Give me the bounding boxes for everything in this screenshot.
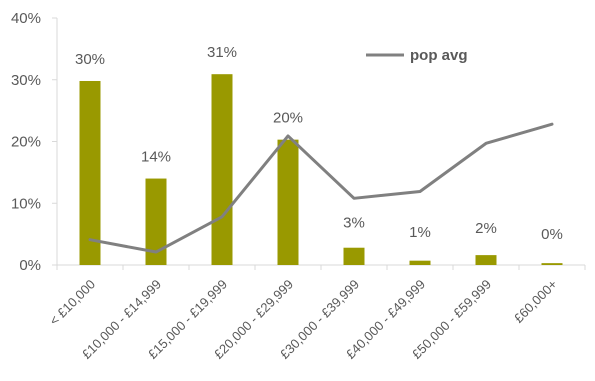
legend-label: pop avg bbox=[410, 47, 468, 64]
data-label: 14% bbox=[141, 149, 171, 166]
data-label: 3% bbox=[343, 214, 365, 231]
x-tick-label: £60,000+ bbox=[511, 277, 560, 326]
legend: pop avg bbox=[366, 47, 468, 64]
data-label: 1% bbox=[409, 224, 431, 241]
y-tick-label: 0% bbox=[19, 257, 41, 274]
data-label: 30% bbox=[75, 51, 105, 68]
y-tick-label: 10% bbox=[11, 195, 41, 212]
pop-avg-line bbox=[88, 122, 554, 254]
pop-avg-line-series bbox=[88, 122, 554, 254]
bar bbox=[343, 247, 365, 265]
data-label: 20% bbox=[273, 110, 303, 127]
data-labels: 30% 14% 31% 20% 3% 1% 2% 0% bbox=[75, 44, 563, 243]
bar-series bbox=[79, 74, 563, 265]
y-tick-label: 20% bbox=[11, 134, 41, 151]
bar bbox=[475, 255, 497, 265]
bar bbox=[409, 260, 431, 265]
bar bbox=[79, 80, 101, 265]
y-tick-label: 40% bbox=[11, 10, 41, 27]
y-tick-label: 30% bbox=[11, 72, 41, 89]
data-label: 2% bbox=[475, 220, 497, 237]
bar bbox=[211, 74, 233, 265]
bar bbox=[541, 263, 563, 265]
bar bbox=[145, 178, 167, 265]
data-label: 0% bbox=[541, 226, 563, 243]
data-label: 31% bbox=[207, 44, 237, 61]
x-tick-label: < £10,000 bbox=[46, 277, 98, 329]
bar bbox=[277, 139, 299, 265]
